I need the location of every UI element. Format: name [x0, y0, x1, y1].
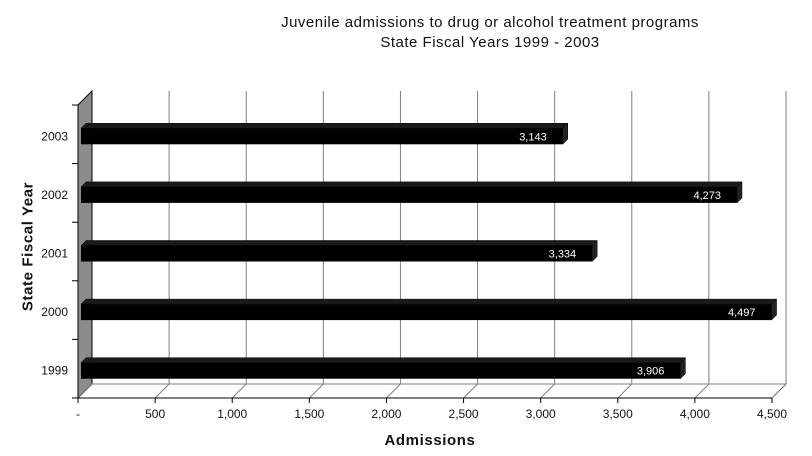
- x-tick-label: 1,000: [217, 407, 247, 421]
- x-gridline-floor: [386, 383, 401, 399]
- chart-subtitle: State Fiscal Years 1999 - 2003: [380, 34, 600, 51]
- x-tick-label: 4,000: [680, 407, 710, 421]
- x-tick-label: 2,000: [371, 407, 401, 421]
- bar-value-label: 3,143: [519, 131, 547, 143]
- y-tick-label: 1999: [41, 364, 68, 378]
- x-tick-label: 2,500: [449, 407, 479, 421]
- bar-top: [80, 298, 778, 305]
- x-tick-label: 500: [145, 407, 165, 421]
- x-axis-label: Admissions: [384, 432, 476, 449]
- bar-value-label: 4,273: [693, 190, 721, 202]
- x-gridline-floor: [771, 383, 787, 399]
- x-tick-label: 4,500: [757, 407, 787, 421]
- bar: [81, 362, 681, 379]
- floor: [76, 383, 788, 399]
- x-gridline-floor: [463, 383, 478, 399]
- bar: [81, 304, 772, 321]
- bar-top: [80, 181, 743, 188]
- chart-title: Juvenile admissions to drug or alcohol t…: [281, 14, 699, 31]
- x-tick-label: 1,500: [294, 407, 324, 421]
- bar-value-label: 3,334: [549, 249, 577, 261]
- y-tick-label: 2002: [41, 188, 68, 202]
- x-tick-label: 3,500: [603, 407, 633, 421]
- x-gridline-floor: [694, 383, 710, 399]
- bar-value-label: 4,497: [728, 307, 756, 319]
- x-gridline-floor: [231, 383, 247, 399]
- bar-top: [80, 123, 569, 129]
- y-tick-label: 2001: [41, 247, 68, 261]
- bar: [81, 245, 593, 262]
- y-tick-label: 2000: [41, 305, 68, 319]
- x-gridline-floor: [540, 383, 556, 399]
- bar-value-label: 3,906: [637, 366, 665, 378]
- y-tick-label: 2003: [41, 129, 68, 143]
- x-tick-label: -: [76, 407, 80, 421]
- x-gridline-floor: [617, 383, 633, 399]
- x-gridline-floor: [154, 383, 170, 399]
- bar-top: [80, 357, 686, 363]
- x-gridline-floor: [308, 383, 324, 399]
- bar: [81, 186, 737, 203]
- y-axis-label: State Fiscal Year: [19, 181, 37, 312]
- x-tick-label: 3,000: [526, 407, 556, 421]
- bar: [81, 128, 563, 145]
- bar-top: [80, 240, 598, 246]
